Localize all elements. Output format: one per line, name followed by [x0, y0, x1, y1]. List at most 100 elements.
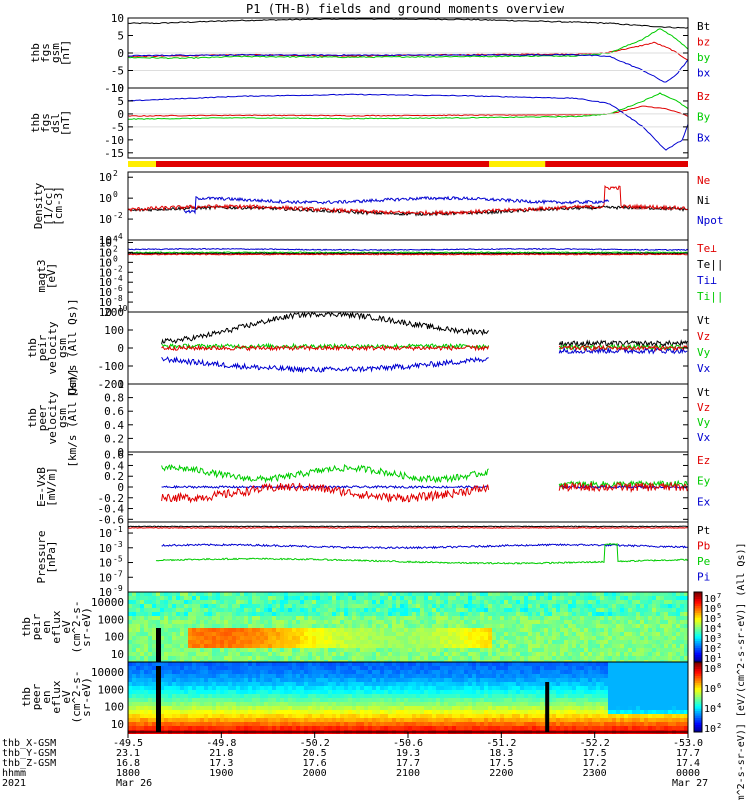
spectrogram-cell — [256, 656, 260, 660]
spectrogram-cell — [168, 674, 172, 678]
spectrogram-cell — [504, 596, 508, 600]
spectrogram-cell — [224, 670, 228, 674]
spectrogram-cell — [640, 624, 644, 628]
spectrogram-cell — [180, 718, 184, 722]
spectrogram-cell — [612, 600, 616, 604]
spectrogram-cell — [212, 636, 216, 640]
spectrogram-cell — [256, 636, 260, 640]
spectrogram-cell — [372, 714, 376, 718]
spectrogram-cell — [568, 670, 572, 674]
spectrogram-cell — [224, 652, 228, 656]
spectrogram-cell — [248, 628, 252, 632]
spectrogram-cell — [520, 694, 524, 698]
spectrogram-cell — [280, 726, 284, 730]
spectrogram-cell — [300, 678, 304, 682]
spectrogram-cell — [532, 714, 536, 718]
spectrogram-cell — [620, 624, 624, 628]
spectrogram-cell — [144, 644, 148, 648]
spectrogram-cell — [488, 644, 492, 648]
spectrogram-cell — [236, 644, 240, 648]
spectrogram-cell — [392, 690, 396, 694]
legend-entry: Bx — [697, 131, 711, 144]
spectrogram-cell — [580, 718, 584, 722]
spectrogram-cell — [456, 592, 460, 596]
spectrogram-cell — [416, 662, 420, 666]
spectrogram-cell — [260, 694, 264, 698]
spectrogram-cell — [660, 608, 664, 612]
spectrogram-cell — [652, 628, 656, 632]
spectrogram-cell — [676, 648, 680, 652]
spectrogram-cell — [488, 678, 492, 682]
spectrogram-cell — [588, 596, 592, 600]
spectrogram-cell — [476, 620, 480, 624]
spectrogram-cell — [436, 674, 440, 678]
spectrogram-cell — [408, 706, 412, 710]
spectrogram-cell — [592, 600, 596, 604]
spectrogram-cell — [212, 596, 216, 600]
spectrogram-cell — [252, 686, 256, 690]
spectrogram-cell — [488, 616, 492, 620]
spectrogram-cell — [480, 706, 484, 710]
spectrogram-cell — [640, 604, 644, 608]
spectrogram-cell — [480, 694, 484, 698]
spectrogram-cell — [364, 612, 368, 616]
spectrogram-cell — [380, 612, 384, 616]
spectrogram-cell — [592, 648, 596, 652]
spectrogram-cell — [384, 608, 388, 612]
spectrogram-cell — [516, 612, 520, 616]
spectrogram-cell — [444, 648, 448, 652]
spectrogram-cell — [492, 620, 496, 624]
spectrogram-cell — [352, 706, 356, 710]
spectrogram-cell — [356, 702, 360, 706]
spectrogram-cell — [428, 616, 432, 620]
spectrogram-cell — [548, 674, 552, 678]
spectrogram-cell — [520, 698, 524, 702]
spectrogram-cell — [200, 718, 204, 722]
spectrogram-cell — [520, 722, 524, 726]
spectrogram-cell — [188, 682, 192, 686]
spectrogram-cell — [340, 636, 344, 640]
colorbar-cell — [694, 655, 702, 658]
spectrogram-cell — [392, 714, 396, 718]
spectrogram-cell — [272, 722, 276, 726]
spectrogram-cell — [364, 678, 368, 682]
legend-entry: By — [697, 111, 711, 124]
spectrogram-cell — [536, 690, 540, 694]
spectrogram-cell — [568, 694, 572, 698]
spectrogram-cell — [296, 666, 300, 670]
spectrogram-cell — [384, 690, 388, 694]
spectrogram-cell — [532, 600, 536, 604]
spectrogram-cell — [248, 652, 252, 656]
spectrogram-cell — [340, 690, 344, 694]
spectrogram-cell — [444, 706, 448, 710]
spectrogram-cell — [532, 678, 536, 682]
spectrogram-cell — [460, 666, 464, 670]
spectrogram-cell — [420, 620, 424, 624]
spectrogram-cell — [132, 678, 136, 682]
spectrogram-cell — [152, 710, 156, 714]
spectrogram-cell — [132, 636, 136, 640]
spectrogram-cell — [600, 636, 604, 640]
legend-entry: by — [697, 51, 711, 64]
spectrogram-cell — [604, 640, 608, 644]
spectrogram-cell — [532, 656, 536, 660]
spectrogram-cell — [316, 656, 320, 660]
spectrogram-cell — [128, 592, 132, 596]
spectrogram-cell — [164, 652, 168, 656]
spectrogram-cell — [156, 608, 160, 612]
spectrogram-cell — [244, 648, 248, 652]
spectrogram-cell — [224, 608, 228, 612]
spectrogram-cell — [636, 636, 640, 640]
spectrogram-cell — [176, 690, 180, 694]
spectrogram-cell — [348, 624, 352, 628]
y-axis-label: Pressure — [35, 531, 48, 584]
spectrogram-cell — [572, 608, 576, 612]
spectrogram-cell — [464, 662, 468, 666]
spectrogram-cell — [404, 706, 408, 710]
spectrogram-cell — [516, 702, 520, 706]
spectrogram-cell — [184, 620, 188, 624]
spectrogram-cell — [620, 636, 624, 640]
spectrogram-cell — [296, 722, 300, 726]
spectrogram-cell — [548, 714, 552, 718]
spectrogram-cell — [588, 652, 592, 656]
